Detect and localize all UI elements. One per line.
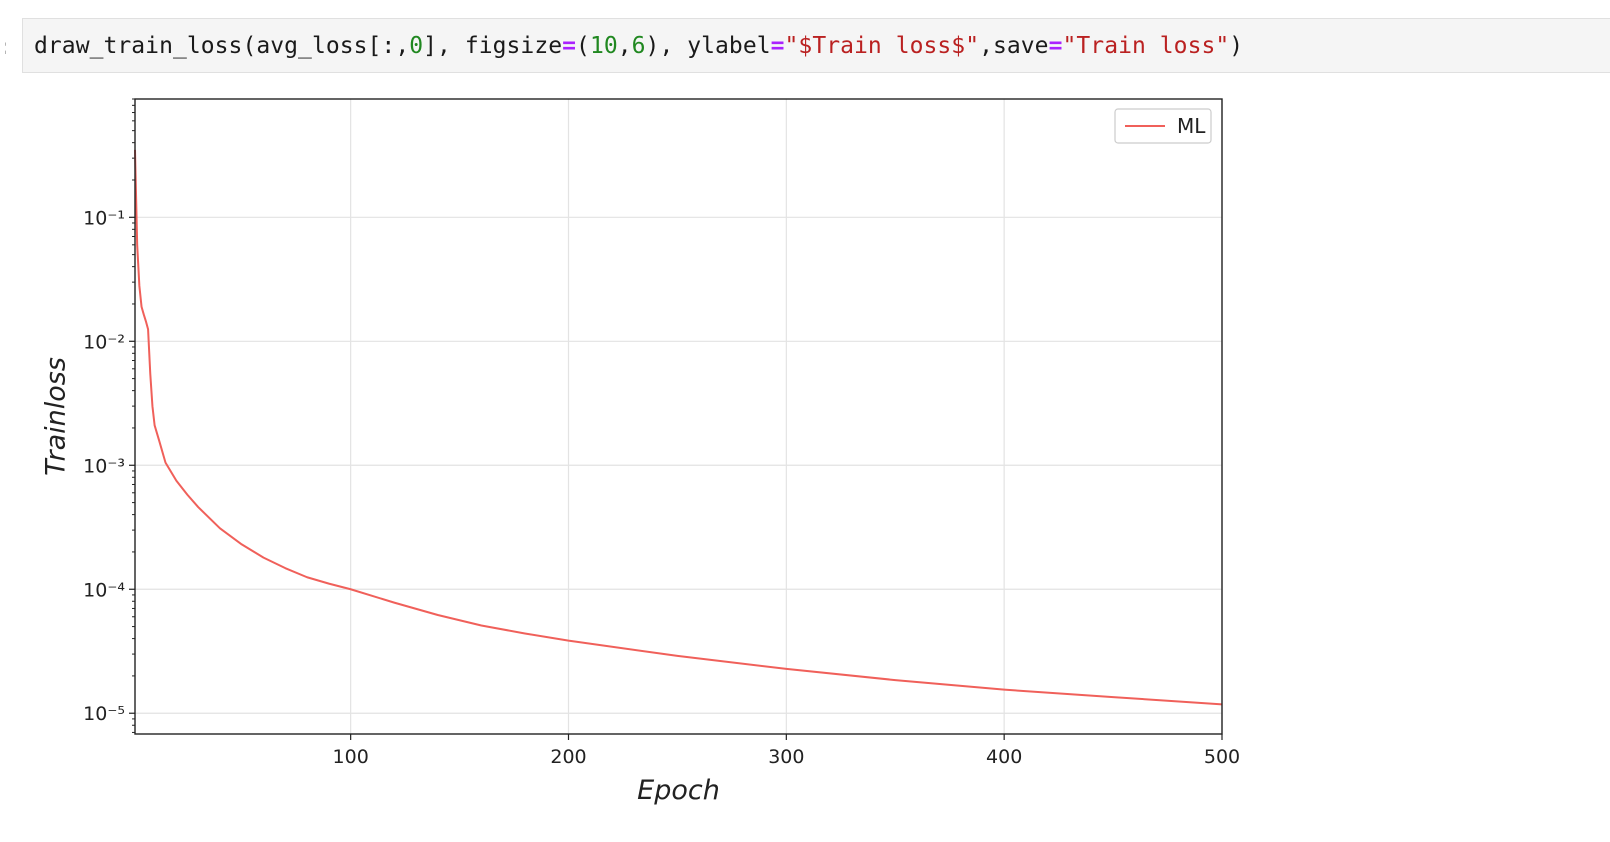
legend-label-ml: ML	[1177, 114, 1206, 138]
code-token: "Train loss"	[1062, 32, 1230, 59]
code-token: (	[576, 32, 590, 59]
grid-lines	[135, 99, 1223, 734]
series-lines	[134, 149, 1223, 706]
x-tick-label: 100	[333, 746, 369, 768]
code-token: 6	[631, 32, 646, 59]
x-tick-label: 300	[768, 746, 804, 768]
x-tick-label: 400	[986, 746, 1022, 768]
x-axis-label: Epoch	[637, 775, 720, 806]
code-token: ), ylabel	[645, 32, 771, 59]
code-token: "$Train loss$"	[784, 32, 980, 59]
y-tick-label: 10⁻¹	[83, 207, 125, 229]
tick-labels: 100 200 300 400 500 10⁻¹ 10⁻² 10⁻³ 10⁻⁴ 10⁻⁵	[83, 207, 1240, 768]
train-loss-chart: 100 200 300 400 500 10⁻¹ 10⁻² 10⁻³ 10⁻⁴ 10⁻⁵ Epoc…	[40, 98, 1240, 806]
code-token: =	[562, 32, 577, 59]
x-tick-label: 200	[550, 746, 586, 768]
axis-ticks	[129, 216, 1223, 740]
y-tick-label: 10⁻⁵	[83, 703, 125, 725]
code-token: =	[1048, 32, 1063, 59]
y-tick-label: 10⁻²	[83, 331, 125, 353]
code-cell[interactable]: draw_train_loss(avg_loss[:,0], figsize=(…	[22, 18, 1610, 73]
chart-legend: ML	[1114, 108, 1212, 144]
code-line[interactable]: draw_train_loss(avg_loss[:,0], figsize=(…	[34, 33, 1243, 59]
code-token: ,	[617, 32, 632, 59]
x-tick-label: 500	[1204, 746, 1240, 768]
code-token: ], figsize	[423, 32, 563, 59]
y-axis-label: Trainloss	[40, 357, 71, 476]
code-token: draw_train_loss(avg_loss[:,	[34, 32, 410, 59]
code-token: )	[1229, 32, 1244, 59]
code-token: ,save	[979, 32, 1049, 59]
cell-output: 100 200 300 400 500 10⁻¹ 10⁻² 10⁻³ 10⁻⁴ 10⁻⁵ Epoc…	[22, 84, 1610, 842]
plot-frame	[134, 98, 1223, 735]
y-tick-label: 10⁻³	[83, 455, 125, 477]
code-token: 0	[409, 32, 424, 59]
code-token: =	[770, 32, 785, 59]
code-token: 10	[589, 32, 618, 59]
series-line-ml	[134, 149, 1223, 706]
cell-prompt: :	[0, 38, 6, 58]
y-tick-label: 10⁻⁴	[83, 579, 125, 601]
